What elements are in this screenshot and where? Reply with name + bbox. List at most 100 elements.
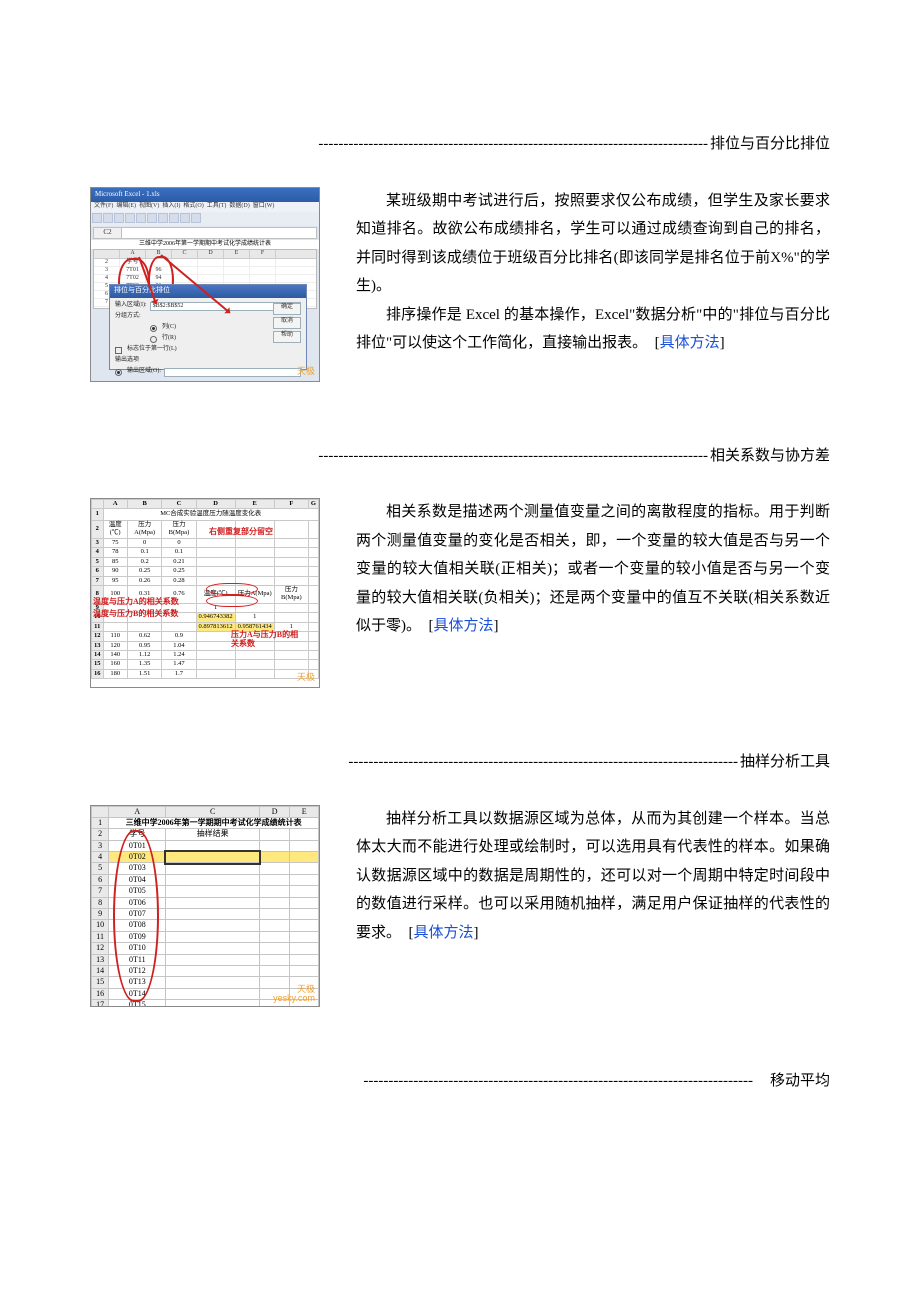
output-range-field	[164, 368, 301, 377]
link-method-1[interactable]: 具体方法	[660, 335, 720, 351]
tool-button	[169, 213, 179, 223]
col-hdr: E	[224, 250, 250, 258]
col-hdr	[92, 500, 104, 509]
col-hdr: C	[166, 806, 259, 817]
hdr-cell: 温度(℃)	[103, 520, 127, 538]
section-title-2: 相关系数与协方差	[710, 448, 830, 464]
col-hdr: E	[290, 806, 319, 817]
label-input-range: 输入区域(I):	[115, 302, 147, 310]
cell: 0.2	[127, 557, 162, 566]
cell: 140	[103, 651, 127, 660]
content-row-3: ACDE 1三维中学2006年第一学期期中考试化学成绩统计表 2学号抽样结果 3…	[90, 805, 830, 1007]
excel-rank-thumb: Microsoft Excel - 1.xls 文件(F) 编辑(E) 视图(V…	[90, 187, 320, 382]
section-title-1: 排位与百分比排位	[710, 136, 830, 152]
cell: 1.7	[162, 669, 196, 678]
rule-line-4: ----------------------------------------…	[90, 1067, 830, 1096]
side-hdr: 压力B(Mpa)	[274, 585, 308, 603]
col-hdr: D	[196, 500, 235, 509]
tool-button	[125, 213, 135, 223]
sheet-title: MC合成实验温度压力随温度变化表	[103, 509, 319, 520]
cell: 180	[103, 669, 127, 678]
rule-line-1: ----------------------------------------…	[90, 130, 830, 159]
col-hdr: C	[162, 500, 196, 509]
section-correlation: ----------------------------------------…	[90, 442, 830, 689]
win-titlebar: Microsoft Excel - 1.xls	[91, 188, 319, 202]
col-hdr	[92, 806, 109, 817]
radio-row	[150, 336, 157, 343]
red-annot-1: 右侧重复部分留空	[209, 527, 273, 537]
tool-button	[147, 213, 157, 223]
col-hdr: F	[250, 250, 276, 258]
red-circle-annotation	[113, 830, 159, 1002]
watermark: 天极 yesky.com	[273, 985, 315, 1003]
section-sampling: ----------------------------------------…	[90, 748, 830, 1007]
thumb-wrap-2: ABCDEFG 1MC合成实验温度压力随温度变化表 2温度(℃)压力A(Mpa)…	[90, 498, 320, 688]
tool-button	[180, 213, 190, 223]
content-row-1: Microsoft Excel - 1.xls 文件(F) 编辑(E) 视图(V…	[90, 187, 830, 382]
red-annot-4: 压力A与压力B的相关系数	[231, 631, 301, 649]
menu-item: 文件(F)	[94, 203, 113, 211]
correlation-thumb: ABCDEFG 1MC合成实验温度压力随温度变化表 2温度(℃)压力A(Mpa)…	[90, 498, 320, 688]
help-button: 帮助	[273, 331, 301, 343]
cell: 1.35	[127, 660, 162, 669]
red-circle-annotation	[206, 595, 258, 607]
cell: 0	[162, 538, 196, 547]
cell: 0.28	[162, 576, 196, 585]
red-circle-annotation	[206, 583, 258, 595]
menu-item: 工具(T)	[207, 203, 227, 211]
cell: 1.51	[127, 669, 162, 678]
link-method-3[interactable]: 具体方法	[414, 925, 474, 941]
cell-hl: 0.946743382	[196, 613, 235, 622]
col-hdr: G	[308, 500, 318, 509]
dashes: ----------------------------------------…	[348, 754, 738, 770]
cell: 0.95	[127, 641, 162, 650]
radio-col	[150, 325, 157, 332]
tool-button	[136, 213, 146, 223]
cell	[274, 603, 308, 612]
para-1b: 排序操作是 Excel 的基本操作，Excel"数据分析"中的"排位与百分比排位…	[356, 307, 830, 352]
col-hdr: E	[235, 500, 274, 509]
rule-line-2: ----------------------------------------…	[90, 442, 830, 471]
menu-item: 数据(D)	[229, 203, 249, 211]
toolbar	[91, 212, 319, 226]
col-hdr	[94, 250, 120, 258]
cancel-button: 取消	[273, 317, 301, 329]
cell: 75	[103, 538, 127, 547]
menu-item: 格式(O)	[183, 203, 203, 211]
section-moving-average: ----------------------------------------…	[90, 1067, 830, 1096]
cell: 0.26	[127, 576, 162, 585]
col-hdr: D	[198, 250, 224, 258]
tool-button	[92, 213, 102, 223]
cell-reference-box: C2	[93, 227, 317, 239]
rule-line-3: ----------------------------------------…	[90, 748, 830, 777]
cell: 110	[103, 632, 127, 641]
cell-hl: 0.897813612	[196, 622, 235, 631]
hdr-cell: 抽样结果	[166, 829, 259, 840]
link-method-2[interactable]: 具体方法	[434, 618, 494, 634]
red-annot-2: 温度与压力A的相关系数	[93, 597, 179, 607]
dashes: ----------------------------------------…	[318, 136, 708, 152]
dashes: ----------------------------------------…	[363, 1073, 753, 1089]
menu-item: 窗口(W)	[253, 203, 275, 211]
tool-button	[114, 213, 124, 223]
cell: 0.62	[127, 632, 162, 641]
label-group: 分组方式:	[115, 313, 141, 321]
menu-item: 编辑(E)	[116, 203, 136, 211]
text-col-3: 抽样分析工具以数据源区域为总体，从而为其创建一个样本。当总体太大而不能进行处理或…	[356, 805, 830, 948]
sheet-title: 三维中学2006年第一学期期中考试化学成绩统计表	[109, 817, 319, 828]
section-rank-percentile: ----------------------------------------…	[90, 130, 830, 382]
menubar: 文件(F) 编辑(E) 视图(V) 插入(I) 格式(O) 工具(T) 数据(D…	[91, 202, 319, 212]
cell: 0.25	[162, 567, 196, 576]
cell: 1.47	[162, 660, 196, 669]
hdr-cell: 压力B(Mpa)	[162, 520, 196, 538]
cell: 0.1	[127, 548, 162, 557]
cell: 0.1	[162, 548, 196, 557]
col-hdr: C	[172, 250, 198, 258]
cell: 1.04	[162, 641, 196, 650]
cell: 85	[103, 557, 127, 566]
red-annot-3: 温度与压力B的相关系数	[93, 609, 178, 619]
watermark: 天极	[297, 366, 315, 378]
bracket-close: ]	[720, 335, 725, 351]
menu-item: 插入(I)	[162, 203, 180, 211]
cell: 0.25	[127, 567, 162, 576]
